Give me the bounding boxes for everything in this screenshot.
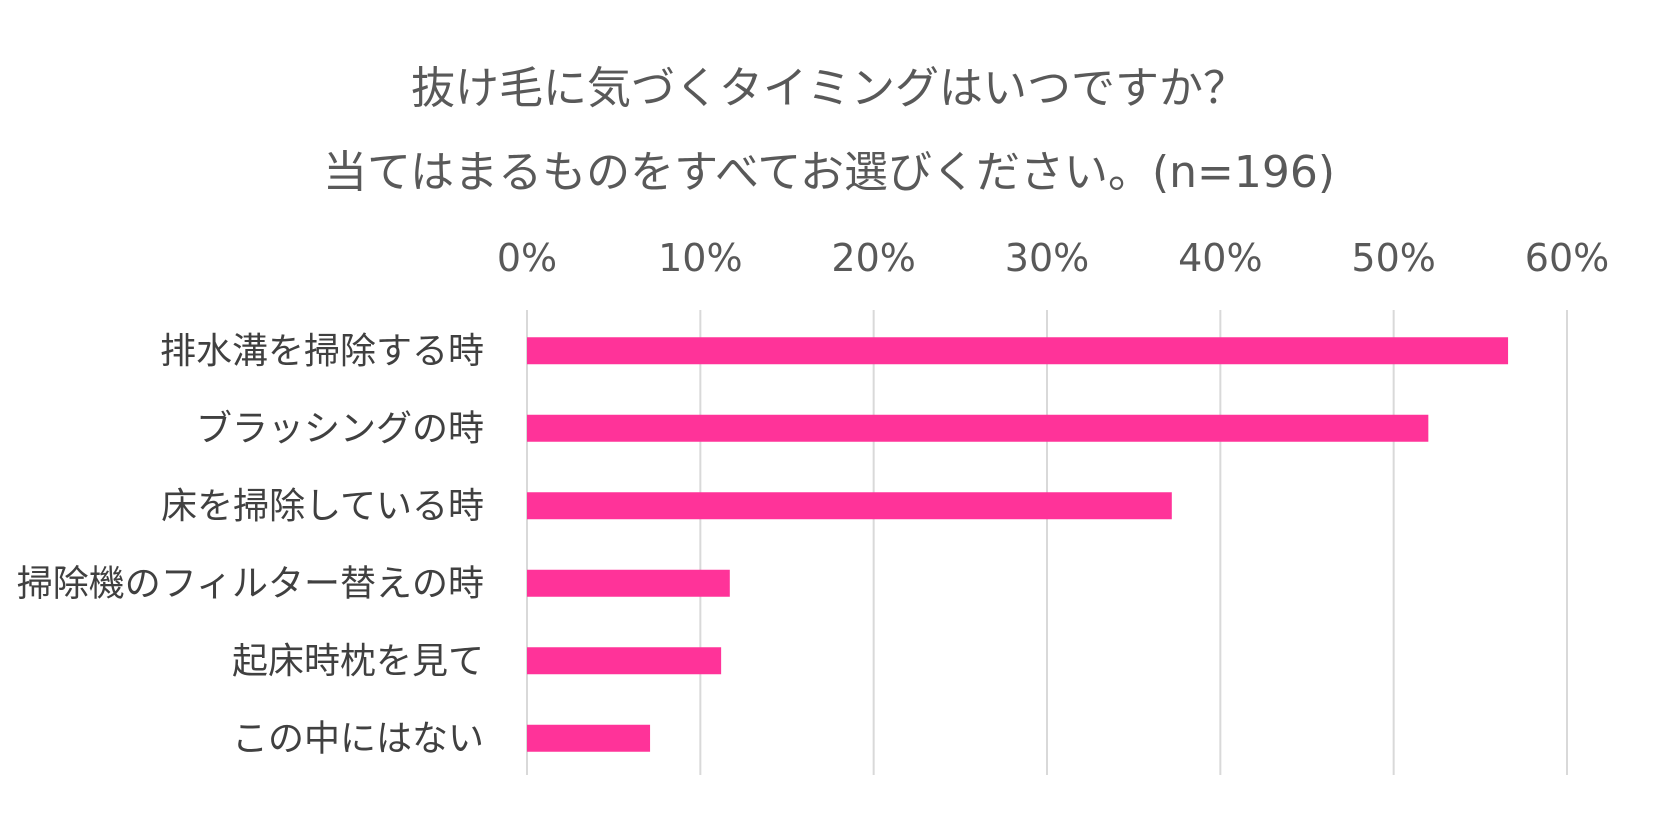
bars — [527, 337, 1509, 752]
chart-subtitle: 当てはまるものをすべてお選びください。(n=196) — [322, 147, 1336, 198]
bar — [527, 724, 651, 752]
category-label: 排水溝を掃除する時 — [160, 331, 484, 372]
x-tick-label: 40% — [1178, 236, 1262, 280]
x-tick-label: 10% — [658, 236, 742, 280]
x-tick-label: 30% — [1005, 236, 1089, 280]
x-tick-label: 50% — [1351, 236, 1435, 280]
bar — [527, 569, 730, 597]
category-label: 起床時枕を見て — [232, 641, 484, 682]
chart-title: 抜け毛に気づくタイミングはいつですか？ — [411, 63, 1247, 114]
x-tick-label: 0% — [497, 236, 557, 280]
category-label: 掃除機のフィルター替えの時 — [17, 563, 484, 604]
x-tick-label: 60% — [1525, 236, 1609, 280]
category-label: この中にはない — [232, 718, 484, 759]
category-label: 床を掃除している時 — [161, 486, 484, 527]
bar — [527, 414, 1429, 442]
x-tick-label: 20% — [831, 236, 915, 280]
bar — [527, 492, 1172, 520]
gridlines — [526, 310, 1568, 775]
bar — [527, 337, 1509, 365]
bar — [527, 647, 722, 675]
x-axis-tick-labels: 0% 10% 20% 30% 40% 50% 60% — [497, 236, 1609, 280]
category-labels: 排水溝を掃除する時ブラッシングの時床を掃除している時掃除機のフィルター替えの時起… — [17, 331, 484, 760]
category-label: ブラッシングの時 — [196, 408, 484, 449]
